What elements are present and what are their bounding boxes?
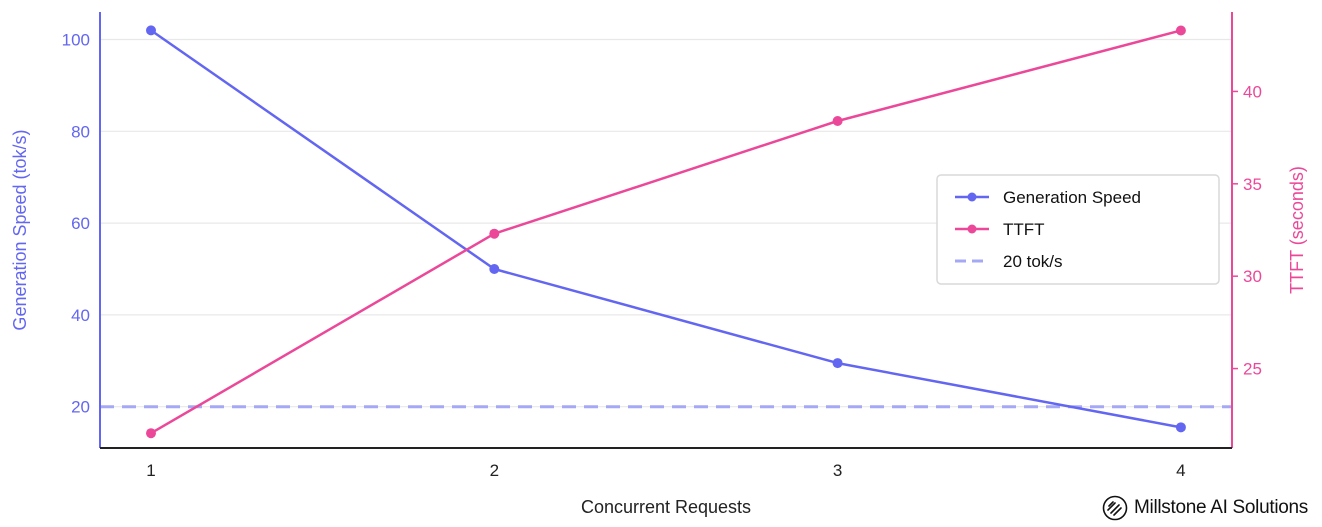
legend-label-generation-speed: Generation Speed: [1003, 188, 1141, 207]
x-tick-label: 2: [490, 461, 499, 480]
series: [146, 25, 1186, 439]
legend-marker-generation-speed: [967, 192, 977, 202]
data-point-ttft: [832, 116, 843, 126]
y-left-tick-label: 40: [71, 306, 90, 325]
legend-item-generation-speed: Generation Speed: [955, 188, 1141, 207]
data-point-ttft: [489, 228, 500, 239]
y-left-tick-label: 60: [71, 214, 90, 233]
y-left-tick-label: 20: [71, 398, 90, 417]
data-point-generation-speed: [489, 264, 500, 275]
legend-item-ttft: TTFT: [955, 220, 1045, 239]
y-right-axis-title: TTFT (seconds): [1287, 166, 1307, 294]
y-right-tick-label: 35: [1243, 175, 1262, 194]
data-point-ttft: [1175, 25, 1186, 36]
legend-label-ttft: TTFT: [1003, 220, 1045, 239]
data-point-generation-speed: [832, 358, 843, 369]
x-tick-label: 4: [1176, 461, 1185, 480]
data-point-generation-speed: [1175, 422, 1186, 433]
series-line-generation-speed: [150, 29, 1182, 429]
x-tick-label: 1: [146, 461, 155, 480]
x-tick-label: 3: [833, 461, 842, 480]
legend-label-reference: 20 tok/s: [1003, 252, 1063, 271]
y-right-tick-label: 30: [1243, 267, 1262, 286]
x-axis-title: Concurrent Requests: [581, 497, 751, 517]
y-right-tick-label: 40: [1243, 82, 1262, 101]
logo-icon: [1102, 495, 1128, 521]
x-ticks: 1 2 3 4: [146, 461, 1185, 480]
legend-box: [936, 174, 1220, 285]
brand-name: Millstone AI Solutions: [1134, 497, 1308, 518]
legend-item-reference: 20 tok/s: [955, 252, 1063, 271]
data-point-generation-speed: [146, 25, 156, 36]
y-left-tick-label: 100: [62, 31, 90, 50]
legend-marker-ttft: [967, 224, 977, 234]
axes: [99, 12, 1233, 449]
grid-lines: [100, 38, 1232, 408]
brand-logo: Millstone AI Solutions: [1102, 495, 1308, 521]
right-ticks: 25 30 35 40: [1232, 82, 1262, 379]
y-left-tick-label: 80: [71, 122, 90, 141]
y-left-axis-title: Generation Speed (tok/s): [10, 129, 30, 330]
series-line-ttft: [150, 29, 1182, 435]
data-point-ttft: [146, 428, 156, 439]
legend: Generation Speed TTFT 20 tok/s: [936, 174, 1220, 285]
y-right-tick-label: 25: [1243, 360, 1262, 379]
left-ticks: 20 40 60 80 100: [62, 31, 90, 417]
